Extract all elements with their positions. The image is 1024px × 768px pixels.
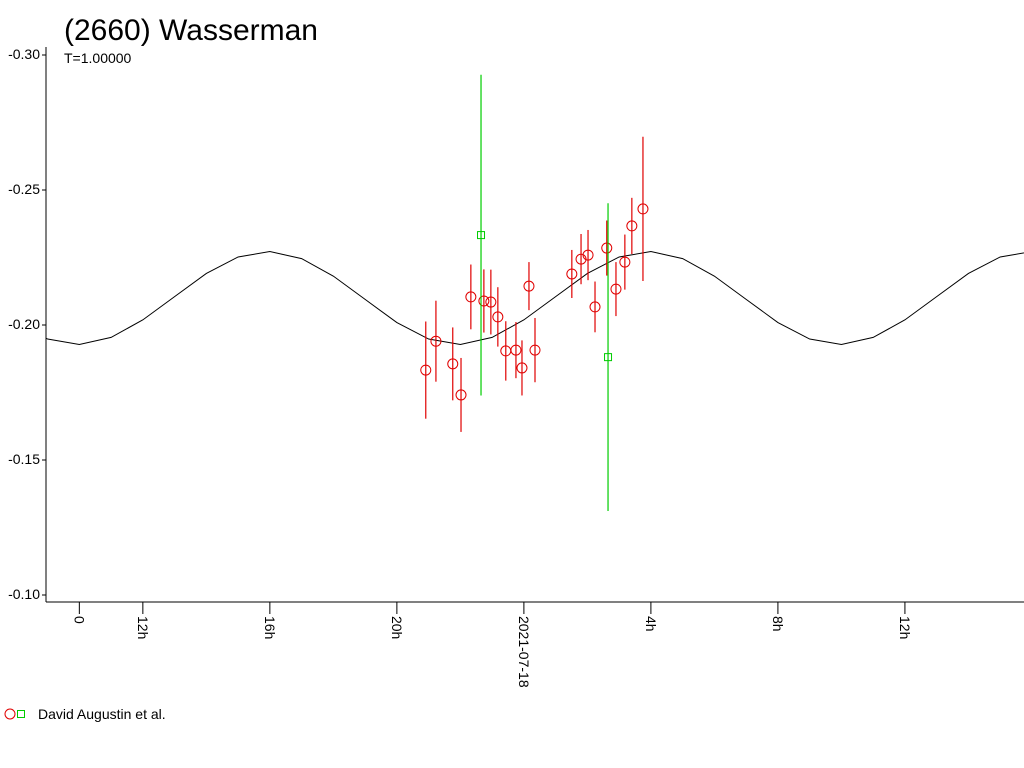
- x-tick-label: 12h: [897, 616, 913, 639]
- data-point: [589, 301, 601, 313]
- data-point: [626, 220, 638, 232]
- data-point: [477, 231, 486, 240]
- data-point: [420, 364, 432, 376]
- x-tick-label: 8h: [770, 616, 786, 632]
- x-tick-label: 2021-07-18: [516, 616, 532, 688]
- data-point: [619, 256, 631, 268]
- data-point: [492, 311, 504, 323]
- legend-marker: [17, 710, 25, 718]
- data-point: [529, 344, 541, 356]
- x-tick-label: 0: [71, 616, 87, 624]
- x-tick-label: 4h: [643, 616, 659, 632]
- data-point: [447, 358, 459, 370]
- plot-area: [46, 74, 1024, 512]
- data-point: [485, 296, 497, 308]
- y-tick-label: -0.30: [8, 46, 40, 62]
- data-point: [610, 283, 622, 295]
- data-point: [604, 353, 613, 362]
- data-point: [637, 203, 649, 215]
- model-curve: [46, 251, 1024, 345]
- data-point: [601, 242, 613, 254]
- chart-subtitle: T=1.00000: [64, 50, 132, 66]
- y-tick-label: -0.25: [8, 181, 40, 197]
- data-point: [582, 249, 594, 261]
- legend-label: David Augustin et al.: [38, 706, 166, 722]
- x-tick-label: 20h: [389, 616, 405, 639]
- x-tick-label: 16h: [262, 616, 278, 639]
- data-point: [455, 389, 467, 401]
- y-tick-label: -0.15: [8, 451, 40, 467]
- x-tick-label: 12h: [135, 616, 151, 639]
- data-point: [430, 335, 442, 347]
- data-point: [465, 291, 477, 303]
- legend-marker: [4, 708, 16, 720]
- chart-title: (2660) Wasserman: [64, 14, 318, 47]
- data-point: [516, 362, 528, 374]
- data-point: [575, 253, 587, 265]
- y-tick-label: -0.20: [8, 316, 40, 332]
- data-point: [566, 268, 578, 280]
- y-tick-label: -0.10: [8, 586, 40, 602]
- data-point: [510, 344, 522, 356]
- data-point: [523, 280, 535, 292]
- data-point: [478, 295, 490, 307]
